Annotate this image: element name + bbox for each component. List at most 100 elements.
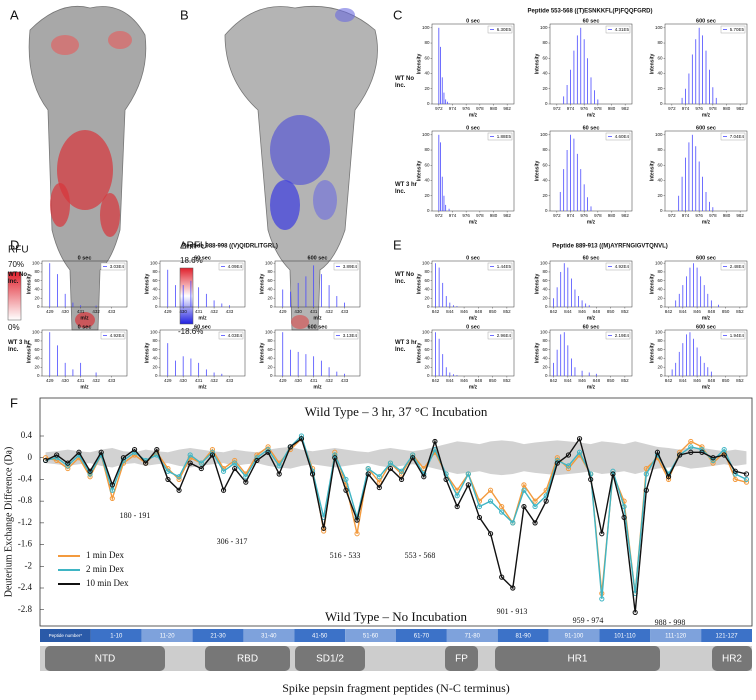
series-point [354, 517, 360, 523]
series-point [332, 455, 338, 461]
y-tick-label: -2.4 [18, 582, 33, 592]
y-axis-label: Intensity [534, 274, 540, 295]
x-tick-label: 433 [108, 378, 116, 383]
series-point [688, 444, 694, 450]
y-tick-label: 40 [657, 356, 663, 361]
series-point [454, 503, 460, 510]
legend-label: 1.94E4 [730, 333, 745, 338]
series-point [165, 476, 171, 483]
x-tick-label: 976 [462, 106, 470, 111]
x-tick-label: 432 [325, 378, 333, 383]
x-tick-label: 852 [736, 309, 744, 314]
x-tick-label: 846 [460, 378, 468, 383]
x-tick-label: 980 [490, 106, 498, 111]
structure-b [224, 5, 378, 331]
y-tick-label: 100 [655, 132, 663, 137]
y-axis-label: Intensity [534, 343, 540, 364]
legend-box [333, 262, 359, 271]
series-point [499, 574, 505, 580]
plot-frame [159, 329, 246, 377]
x-axis-label: m/z [702, 219, 711, 225]
series-point [109, 487, 115, 493]
domain [295, 646, 365, 671]
series-point [543, 498, 549, 504]
y-tick-label: 0 [37, 373, 40, 378]
y-tick-label: 80 [267, 338, 273, 343]
legend-label: 4.03E4 [228, 333, 243, 338]
series-point [187, 452, 193, 458]
y-tick-label: 20 [34, 295, 40, 300]
y-tick-label: 100 [540, 25, 548, 30]
y-axis-label: Intensity [416, 54, 422, 75]
y-tick-label: 80 [424, 40, 430, 45]
peptide-group [90, 629, 142, 642]
x-tick-label: 978 [594, 106, 602, 111]
series-point [532, 503, 538, 510]
y-tick-label: 20 [424, 364, 430, 369]
x-tick-label: 844 [564, 309, 572, 314]
peptide-group-label: 71-80 [465, 634, 481, 640]
y-tick-label: 60 [542, 162, 548, 167]
x-tick-label: 848 [708, 309, 716, 314]
x-tick-label: 972 [553, 106, 561, 111]
legend-label: 2.48E4 [730, 264, 745, 269]
x-tick-label: 429 [46, 378, 54, 383]
domain-label: RBD [237, 654, 258, 665]
legend-label: 7.04E4 [730, 134, 745, 139]
plot-frame [41, 260, 128, 308]
spectrum-title: 60 sec [583, 324, 600, 330]
x-tick-label: 844 [564, 378, 572, 383]
legend-label: 1.88E5 [497, 134, 512, 139]
spectrum-title: 600 sec [308, 324, 328, 330]
series-point [621, 514, 627, 521]
domain-label: HR1 [567, 654, 587, 665]
annotation: 516 - 533 [330, 551, 361, 560]
y-tick-label: 20 [657, 193, 663, 198]
y-tick-label: 0 [37, 304, 40, 309]
peptide-group [548, 629, 600, 642]
domain [712, 646, 752, 671]
y-tick-label: 0.4 [21, 430, 33, 440]
y-tick-label: 40 [542, 356, 548, 361]
y-tick-label: 20 [657, 86, 663, 91]
y-axis-label: Intensity [534, 54, 540, 75]
plot-frame [549, 329, 633, 377]
x-axis-label: m/z [313, 315, 322, 321]
peptide-group [243, 629, 295, 642]
x-tick-label: 430 [294, 309, 302, 314]
y-tick-label: 20 [542, 86, 548, 91]
x-tick-label: 972 [435, 213, 443, 218]
y-tick-label: 40 [542, 71, 548, 76]
y-tick-label: 100 [32, 260, 40, 265]
series-point [65, 460, 71, 466]
x-tick-label: 846 [578, 309, 586, 314]
y-tick-label: 60 [424, 347, 430, 352]
y-tick-label: 0 [545, 304, 548, 309]
series-point [487, 531, 494, 537]
series-point [476, 503, 483, 510]
row-label: WT 3 hr Inc. [395, 182, 417, 195]
y-tick-label: 0 [660, 373, 663, 378]
y-tick-label: 40 [424, 287, 430, 292]
row-label: WT No Inc. [395, 272, 414, 285]
y-tick-label: 20 [542, 295, 548, 300]
y-tick-label: 100 [540, 329, 548, 334]
peptide-group-label: 41-50 [312, 634, 328, 640]
series-point [365, 465, 371, 472]
legend-label: 2.19E4 [615, 333, 630, 338]
y-tick-label: 40 [267, 287, 273, 292]
y-axis-label: Intensity [259, 274, 265, 295]
y-axis-label: Intensity [416, 343, 422, 364]
x-tick-label: 850 [607, 378, 615, 383]
y-tick-label: -0.8 [18, 495, 33, 505]
y-axis-label: Intensity [649, 54, 655, 75]
y-tick-label: 40 [152, 287, 158, 292]
series-point [465, 482, 471, 488]
peptide-group [650, 629, 702, 642]
y-tick-label: 100 [265, 329, 273, 334]
series-point [343, 487, 349, 493]
x-tick-label: 431 [77, 378, 85, 383]
series-point [432, 438, 438, 445]
series-point [521, 503, 527, 510]
colorbar-b [179, 267, 194, 325]
